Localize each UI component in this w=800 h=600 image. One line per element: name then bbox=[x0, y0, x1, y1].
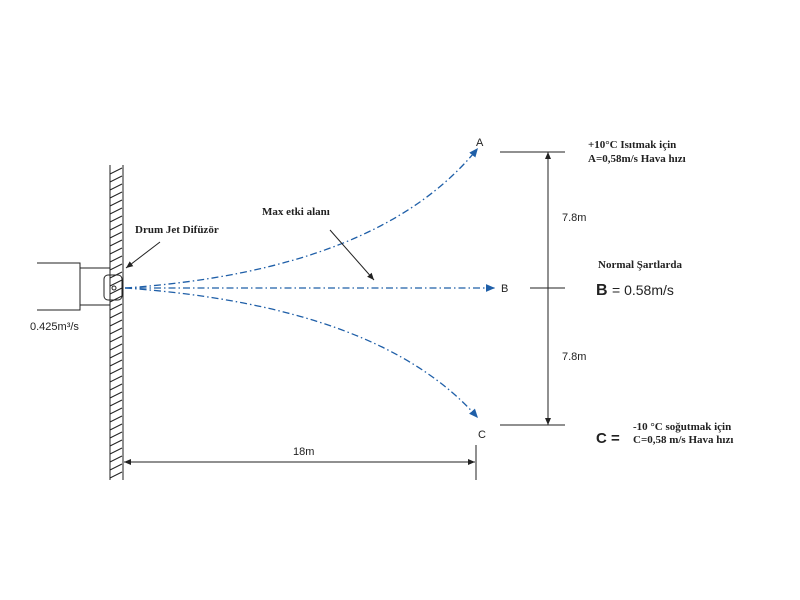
hatch bbox=[109, 279, 123, 287]
hatch bbox=[109, 319, 123, 327]
hatch bbox=[109, 447, 123, 455]
hatch bbox=[109, 431, 123, 439]
hatch bbox=[109, 191, 123, 199]
note-a: A=0,58m/s Hava hızı bbox=[588, 153, 686, 165]
hatch bbox=[109, 335, 123, 343]
hatch bbox=[109, 199, 123, 207]
hatch bbox=[109, 399, 123, 407]
dimensions bbox=[122, 151, 565, 480]
hatch bbox=[109, 183, 123, 191]
hatch bbox=[109, 351, 123, 359]
point-label: A bbox=[476, 137, 484, 149]
note-c: C=0,58 m/s Hava hızı bbox=[633, 434, 733, 446]
hatch bbox=[109, 343, 123, 351]
hatch bbox=[109, 295, 123, 303]
hatch bbox=[109, 407, 123, 415]
hatch bbox=[109, 311, 123, 319]
hatch bbox=[109, 327, 123, 335]
hatch bbox=[109, 415, 123, 423]
hatch bbox=[109, 367, 123, 375]
hatch bbox=[109, 167, 123, 175]
hatch bbox=[109, 175, 123, 183]
hatch bbox=[109, 375, 123, 383]
height-label: 7.8m bbox=[562, 212, 586, 224]
hatch bbox=[109, 239, 123, 247]
max-area-label: Max etki alanı bbox=[262, 206, 330, 218]
distance-label: 18m bbox=[293, 446, 314, 458]
hatch bbox=[109, 231, 123, 239]
hatch bbox=[109, 383, 123, 391]
flow-label: 0.425m³/s bbox=[30, 321, 79, 333]
hatch bbox=[109, 223, 123, 231]
point-label: C bbox=[478, 429, 486, 441]
hatch bbox=[109, 439, 123, 447]
note-b-key: B bbox=[596, 282, 608, 299]
hatch bbox=[109, 391, 123, 399]
note-b: = 0.58m/s bbox=[612, 282, 674, 298]
hatch bbox=[109, 255, 123, 263]
hatch bbox=[109, 423, 123, 431]
airflow bbox=[124, 147, 495, 419]
hatch bbox=[109, 263, 123, 271]
note-c-key: C = bbox=[596, 430, 620, 447]
duct bbox=[37, 262, 123, 311]
hatch bbox=[109, 471, 123, 479]
hatch bbox=[109, 215, 123, 223]
hatch bbox=[109, 463, 123, 471]
hatch bbox=[109, 207, 123, 215]
hatch bbox=[109, 303, 123, 311]
normal-label: Normal Şartlarda bbox=[598, 259, 683, 271]
note-c: -10 °C soğutmak için bbox=[633, 421, 731, 433]
wall bbox=[109, 165, 124, 480]
diffuser-label: Drum Jet Difüzör bbox=[135, 224, 219, 236]
height-label: 7.8m bbox=[562, 351, 586, 363]
hatch bbox=[109, 455, 123, 463]
hatch bbox=[109, 359, 123, 367]
note-a: +10°C Isıtmak için bbox=[588, 139, 676, 151]
hatch bbox=[109, 287, 123, 295]
hatch bbox=[109, 247, 123, 255]
point-label: B bbox=[501, 283, 508, 295]
